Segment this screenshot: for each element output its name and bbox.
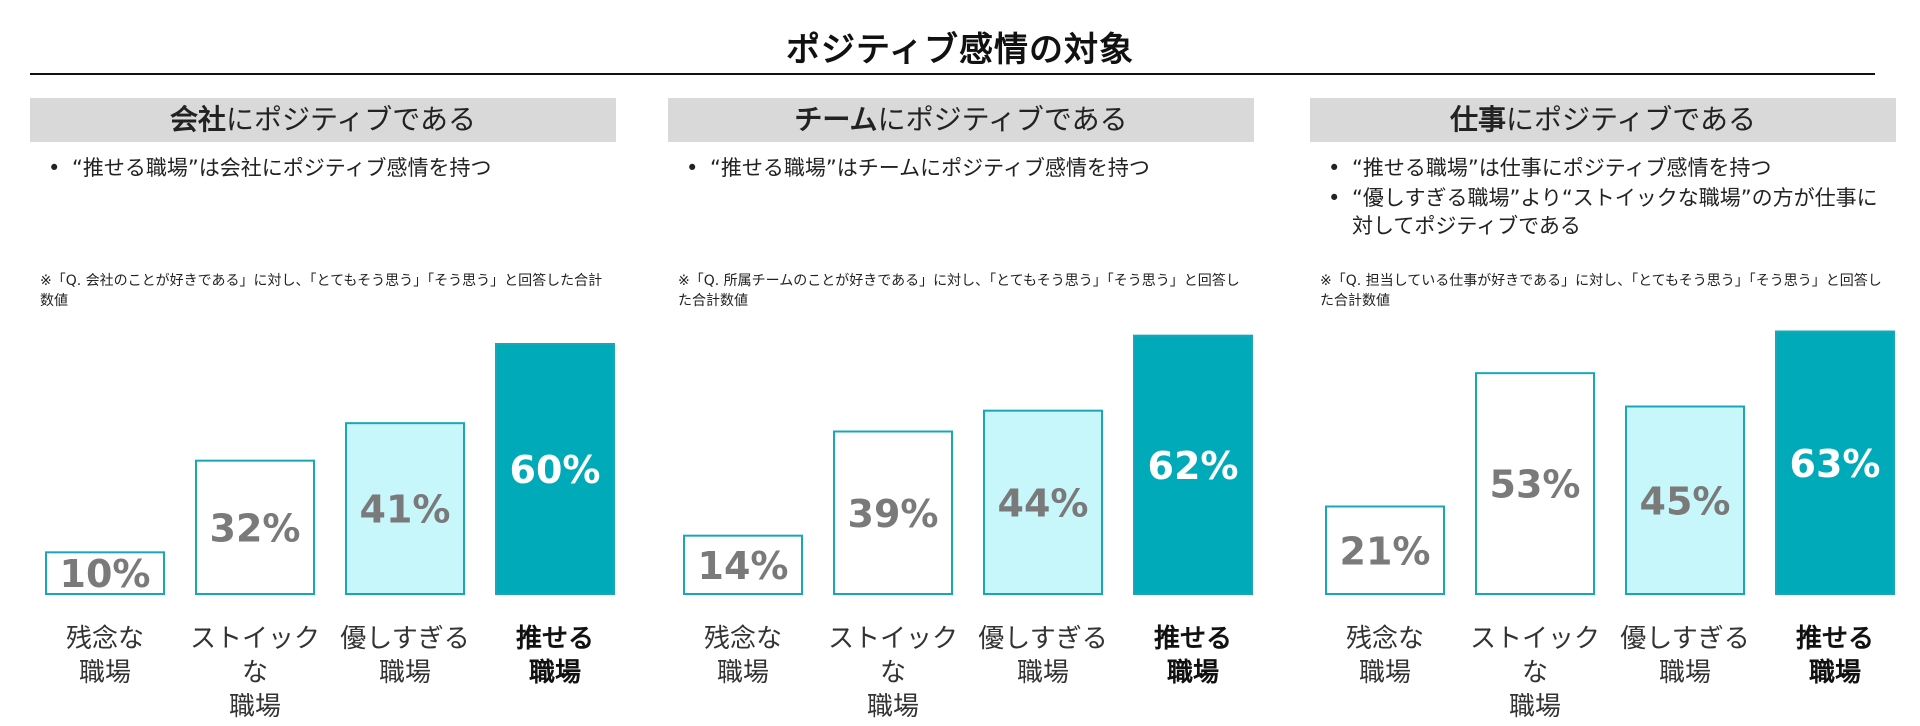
bar — [1775, 330, 1895, 595]
panel-work: 仕事にポジティブである “推せる職場”は仕事にポジティブ感情を持つ “優しすぎる… — [1310, 98, 1896, 722]
panel-company: 会社にポジティブである “推せる職場”は会社にポジティブ感情を持つ ※「Q. 会… — [30, 98, 616, 722]
bullet-item: “推せる職場”は会社にポジティブ感情を持つ — [42, 154, 612, 182]
bar-chart: 21% 53% 45% 63% 残念な 職場 ストイックな 職場 優しすぎる 職場 推せる 職場 — [1310, 328, 1896, 722]
bar-value-label: 63% — [1790, 442, 1881, 486]
category-label: 残念な 職場 — [30, 622, 180, 690]
bullet-list: “推せる職場”は仕事にポジティブ感情を持つ “優しすぎる職場”より“ストイックな… — [1322, 154, 1892, 242]
bar-value-label: 10% — [60, 552, 151, 596]
bar — [195, 459, 315, 595]
bar — [495, 343, 615, 595]
category-label: ストイックな 職場 — [818, 622, 968, 724]
category-label: 残念な 職場 — [1310, 622, 1460, 690]
category-label-line: 職場 — [1166, 658, 1219, 688]
panel-header-strong: チーム — [794, 103, 878, 136]
footnote: ※「Q. 所属チームのことが好きである」に対し、「とてもそう思う」「そう思う」と… — [678, 273, 1240, 309]
category-label-line: 優しすぎる — [1620, 624, 1750, 654]
bullet-item: “推せる職場”は仕事にポジティブ感情を持つ — [1322, 154, 1892, 182]
bar-chart-svg: 10% 32% 41% 60% — [45, 343, 615, 596]
bar-value-label: 41% — [360, 488, 451, 532]
category-label-line: ストイックな — [1469, 624, 1600, 688]
bar — [833, 430, 953, 595]
category-label: 優しすぎる 職場 — [330, 622, 480, 690]
bar-value-label: 53% — [1490, 463, 1581, 507]
category-label-line: 職場 — [528, 658, 581, 688]
category-label-line: 職場 — [1658, 658, 1711, 688]
footnote: ※「Q. 担当している仕事が好きである」に対し、「とてもそう思う」「そう思う」と… — [1320, 273, 1882, 309]
bar-value-label: 60% — [510, 448, 601, 492]
bar-value-label: 14% — [698, 544, 789, 588]
page-title: ポジティブ感情の対象 — [786, 30, 1134, 70]
panel-header-rest: にポジティブである — [1505, 103, 1757, 136]
category-label: 優しすぎる 職場 — [1610, 622, 1760, 690]
bullet-item: “優しすぎる職場”より“ストイックな職場”の方が仕事に対してポジティブである — [1322, 184, 1892, 240]
bar-value-label: 45% — [1640, 479, 1731, 523]
panel-header: 仕事にポジティブである — [1310, 98, 1896, 142]
category-label: 推せる 職場 — [1760, 622, 1910, 690]
category-label-line: 職場 — [1808, 658, 1861, 688]
category-label: ストイックな 職場 — [1460, 622, 1610, 724]
category-label-line: 職場 — [1358, 658, 1411, 688]
bar — [1475, 372, 1595, 595]
bullet-list: “推せる職場”はチームにポジティブ感情を持つ — [680, 154, 1250, 184]
category-label-line: 推せる — [1153, 624, 1232, 654]
category-label-line: ストイックな — [189, 624, 320, 688]
category-label-line: 職場 — [1016, 658, 1069, 688]
category-label-line: 優しすぎる — [978, 624, 1108, 654]
bar-value-label: 39% — [848, 492, 939, 536]
category-label-line: 職場 — [716, 658, 769, 688]
bar — [1133, 334, 1253, 596]
title-divider — [30, 73, 1875, 75]
category-label-line: 推せる — [1795, 624, 1874, 654]
bar-chart: 10% 32% 41% 60% 残念な 職場 ストイックな 職場 優しすぎる 職場 推せる 職場 — [30, 328, 616, 722]
category-label: 残念な 職場 — [668, 622, 818, 690]
category-label-line: 残念な — [703, 624, 782, 654]
panel-team: チームにポジティブである “推せる職場”はチームにポジティブ感情を持つ ※「Q.… — [668, 98, 1254, 722]
category-label: 推せる 職場 — [1118, 622, 1268, 690]
bar-value-label: 62% — [1148, 444, 1239, 488]
bullet-item: “推せる職場”はチームにポジティブ感情を持つ — [680, 154, 1250, 182]
bar-value-label: 44% — [998, 481, 1089, 525]
category-label-line: 職場 — [1508, 692, 1561, 722]
category-label: ストイックな 職場 — [180, 622, 330, 724]
category-label-line: 職場 — [866, 692, 919, 722]
bar — [683, 534, 803, 596]
bar-chart: 14% 39% 44% 62% 残念な 職場 ストイックな 職場 優しすぎる 職場 推せる 職場 — [668, 328, 1254, 722]
category-label-line: 残念な — [65, 624, 144, 654]
category-label-line: 職場 — [228, 692, 281, 722]
panel-header-rest: にポジティブである — [877, 103, 1128, 136]
category-label-line: 優しすぎる — [340, 624, 470, 654]
bar-chart-svg: 14% 39% 44% 62% — [683, 334, 1253, 596]
bar — [983, 409, 1103, 595]
category-label-line: 職場 — [78, 658, 131, 688]
bar — [1325, 505, 1445, 595]
bar-value-label: 21% — [1340, 529, 1431, 573]
bar-value-label: 32% — [210, 506, 301, 550]
bar-chart-svg: 21% 53% 45% 63% — [1325, 330, 1895, 595]
panel-header-rest: にポジティブである — [225, 103, 477, 136]
panel-header-strong: 仕事 — [1449, 103, 1506, 136]
bar — [345, 422, 465, 595]
panel-header: 会社にポジティブである — [30, 98, 616, 142]
category-label-line: 職場 — [378, 658, 431, 688]
panel-header: チームにポジティブである — [668, 98, 1254, 142]
bar — [45, 551, 165, 595]
bar — [1625, 405, 1745, 595]
category-label-line: ストイックな — [827, 624, 958, 688]
footnote: ※「Q. 会社のことが好きである」に対し、「とてもそう思う」「そう思う」と回答し… — [40, 273, 603, 309]
panel-header-strong: 会社 — [169, 103, 226, 136]
category-label-line: 残念な — [1345, 624, 1424, 654]
category-label-line: 推せる — [515, 624, 594, 654]
bullet-list: “推せる職場”は会社にポジティブ感情を持つ — [42, 154, 612, 184]
category-label: 優しすぎる 職場 — [968, 622, 1118, 690]
category-label: 推せる 職場 — [480, 622, 630, 690]
